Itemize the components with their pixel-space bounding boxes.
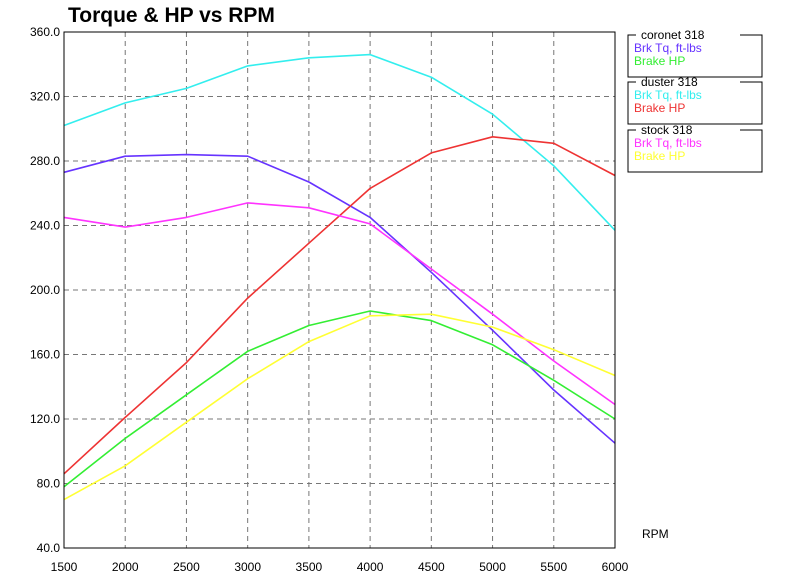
plot-frame — [63, 31, 616, 549]
y-tick-label: 80.0 — [37, 477, 61, 491]
legend-box-1 — [627, 81, 763, 125]
x-tick-label: 2000 — [112, 560, 139, 574]
series-line-2-1 — [63, 313, 616, 501]
x-tick-label: 4500 — [418, 560, 445, 574]
y-tick-label: 360.0 — [30, 25, 60, 39]
y-tick-label: 320.0 — [30, 90, 60, 104]
x-tick-label: 5000 — [479, 560, 506, 574]
series-line-2-0 — [63, 202, 616, 406]
y-tick-label: 40.0 — [37, 541, 61, 555]
legend-title: duster 318 — [641, 75, 698, 89]
x-tick-label: 3500 — [296, 560, 323, 574]
x-tick-labels: 1500 2000 2500 3000 3500 4000 4500 5000 5500 6000 — [51, 560, 629, 574]
legend-title: stock 318 — [641, 123, 693, 137]
legend-item: Brk Tq, ft-lbs — [634, 136, 702, 150]
legend-title: coronet 318 — [641, 28, 705, 42]
x-tick-label: 4000 — [357, 560, 384, 574]
x-tick-label: 1500 — [51, 560, 78, 574]
y-tick-label: 280.0 — [30, 154, 60, 168]
series-line-0-0 — [63, 153, 616, 444]
series-line-0-1 — [63, 310, 616, 488]
x-tick-label: 5500 — [540, 560, 567, 574]
x-axis-label: RPM — [642, 527, 669, 541]
legend-box-2 — [627, 129, 763, 173]
x-tick-label: 3000 — [234, 560, 261, 574]
legend-item: Brake HP — [634, 149, 685, 163]
y-tick-labels: 40.0 80.0 120.0 160.0 200.0 240.0 280.0 320.0 36… — [30, 25, 60, 555]
series-line-1-0 — [63, 53, 616, 231]
y-tick-label: 120.0 — [30, 412, 60, 426]
legend-box-0 — [627, 34, 763, 78]
chart-series — [63, 53, 616, 501]
x-tick-label: 6000 — [602, 560, 629, 574]
y-tick-label: 240.0 — [30, 219, 60, 233]
chart-title: Torque & HP vs RPM — [68, 4, 275, 27]
legend-item: Brake HP — [634, 54, 685, 68]
chart-grid — [64, 32, 615, 548]
legend-item: Brake HP — [634, 101, 685, 115]
y-tick-label: 200.0 — [30, 283, 60, 297]
legend-item: Brk Tq, ft-lbs — [634, 41, 702, 55]
x-tick-label: 2500 — [173, 560, 200, 574]
legend-item: Brk Tq, ft-lbs — [634, 88, 702, 102]
y-tick-label: 160.0 — [30, 348, 60, 362]
